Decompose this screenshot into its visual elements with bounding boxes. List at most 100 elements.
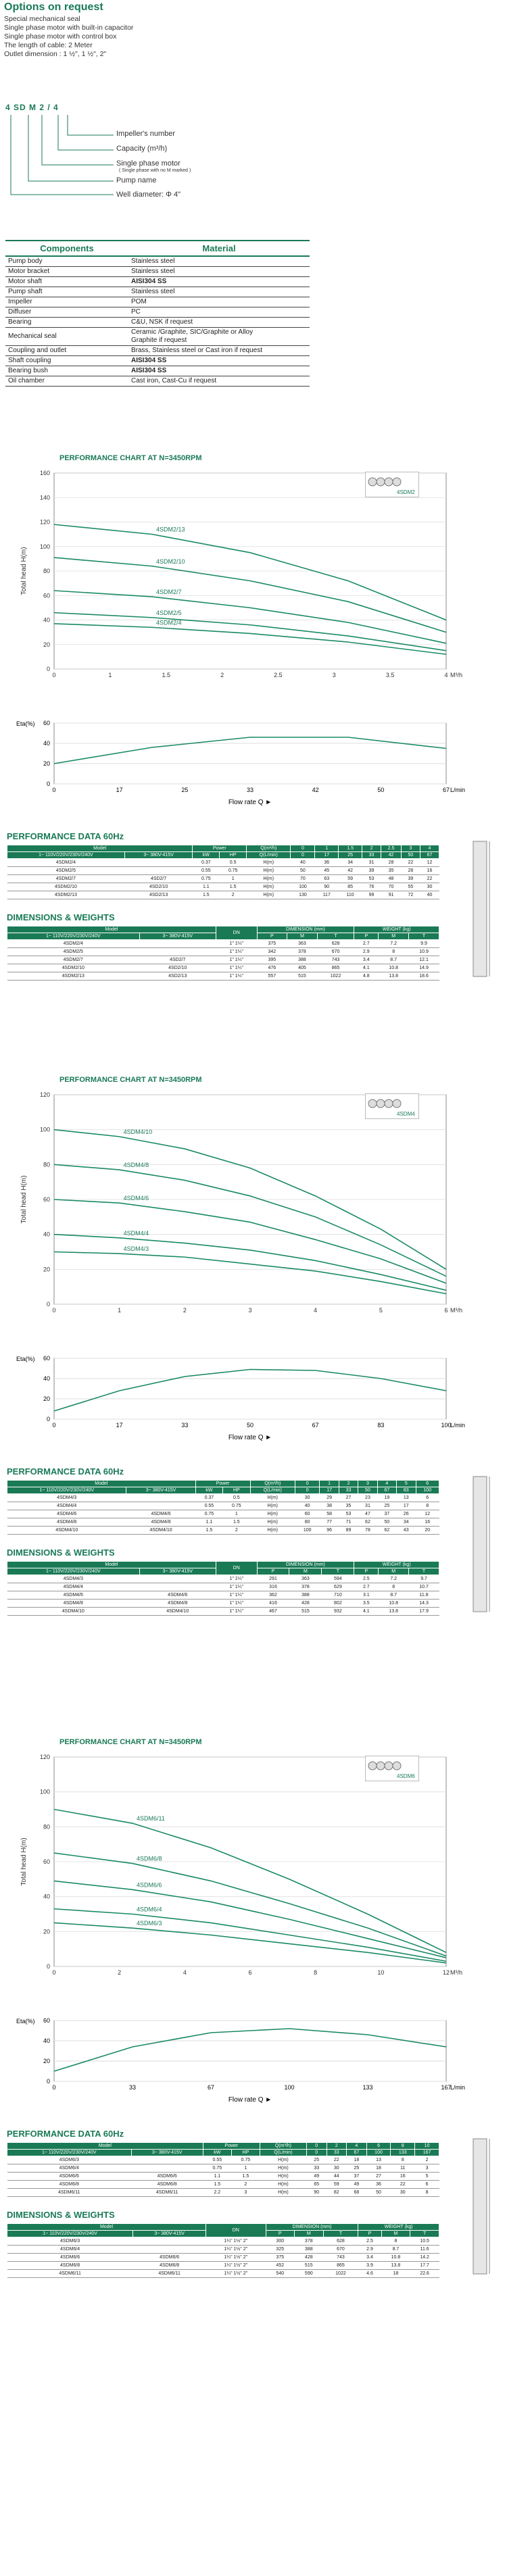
- plot-frame: [53, 1358, 447, 1420]
- q-value: 5: [396, 1480, 416, 1487]
- cell: 1¼" 1½" 2": [206, 2245, 266, 2254]
- series-line: [53, 612, 447, 651]
- material-value: Stainless steel: [128, 256, 310, 267]
- eta-label: Eta(%): [16, 1356, 35, 1362]
- cell: 0.75: [222, 1502, 251, 1510]
- cell: 0.5: [219, 858, 247, 867]
- x-tick-label: 67: [443, 787, 450, 793]
- cell: 4SDM2/4: [7, 939, 140, 948]
- cell: 40: [295, 1502, 320, 1510]
- materials-row: Impeller POM: [5, 297, 310, 307]
- x-tick-label: 2: [220, 672, 224, 678]
- series-label: 4SDM6/8: [137, 1856, 162, 1862]
- cell: 14.2: [410, 2253, 439, 2262]
- th-weight: WEIGHT (kg): [354, 1561, 439, 1568]
- performance-chart: 0 20 40 60 80 100 120 0 2 4 6 8 10 12 M³/h Total head H…: [20, 1754, 462, 1976]
- cell: 515: [294, 2261, 324, 2270]
- cell: 428: [289, 1599, 322, 1608]
- cell: 743: [317, 956, 354, 964]
- th-q: Q(m³/h): [249, 1480, 295, 1487]
- th-m: M: [287, 933, 318, 940]
- q-value: 8: [390, 2142, 416, 2150]
- cell: 1022: [317, 972, 354, 981]
- series-line: [53, 557, 447, 633]
- th-p: P: [358, 2230, 382, 2237]
- component-name: Oil chamber: [5, 376, 128, 387]
- q-value: 3: [358, 1480, 378, 1487]
- cell-unit: H(m): [250, 1502, 295, 1510]
- cell: 59: [338, 874, 362, 883]
- series-label: 4SDM4/10: [124, 1129, 153, 1135]
- cell: 1022: [323, 2269, 358, 2278]
- q-value: 2: [338, 1480, 359, 1487]
- cell: 13.8: [378, 1607, 409, 1616]
- cell: 53: [362, 874, 381, 883]
- cell: 4SDM4/8: [126, 1518, 196, 1527]
- cell: 22: [390, 2180, 415, 2189]
- materials-row: Shaft coupling AISI304 SS: [5, 355, 310, 366]
- cell: 4SDM2/4: [7, 858, 125, 867]
- th-ql: Q(L/min): [249, 1487, 295, 1494]
- th-m: M: [294, 2230, 324, 2237]
- series-label: 4SDM4/8: [124, 1162, 149, 1168]
- th-dn: DN: [215, 1561, 258, 1575]
- x-tick-label: 2.5: [274, 672, 283, 678]
- x-tick-label: 17: [116, 1422, 123, 1429]
- component-name: Mechanical seal: [5, 327, 128, 346]
- table-row: 4SDM4/8 4SDM4/8 1.1 1.5 H(m) 80 77 71 62 50 34 16: [7, 1518, 439, 1527]
- cell: 4SDM4/8: [7, 1599, 140, 1608]
- materials-row: Bearing bush AISI304 SS: [5, 366, 310, 376]
- cell: 2.9: [354, 947, 379, 956]
- cell: 325: [266, 2245, 295, 2254]
- series-label: 4SDM2/5: [156, 610, 182, 616]
- impeller-image: 4SDM2: [368, 477, 415, 495]
- cell: 4SDM4/10: [139, 1607, 216, 1616]
- cell: 4.1: [354, 964, 379, 972]
- x-unit: L/min: [450, 2084, 465, 2091]
- cell-unit: H(m): [260, 2188, 307, 2197]
- cell: 1" 1¼": [216, 947, 258, 956]
- y-tick-label: 60: [43, 720, 50, 726]
- q-lmin: 33: [362, 851, 382, 859]
- y-tick-label: 20: [43, 1395, 50, 1402]
- cell: 3.1: [354, 1591, 379, 1600]
- chart-title: PERFORMANCE CHART AT N=3450RPM: [59, 1076, 202, 1084]
- cell: 1.1: [203, 2172, 232, 2181]
- cell: 36: [314, 858, 339, 867]
- cell-unit: H(m): [246, 883, 291, 891]
- series-line: [53, 1199, 447, 1284]
- impeller-disc: [376, 1761, 385, 1770]
- option-item: Single phase motor with built-in capacit…: [4, 24, 134, 32]
- cell: 0.37: [192, 858, 220, 867]
- performance-chart: 0 20 40 60 80 100 120 140 160 0 1 1.5 2 2.5 3 3.5 4 M³/h T…: [20, 470, 462, 678]
- th-q: Q(m³/h): [259, 2142, 307, 2150]
- x-tick-label: 42: [312, 787, 319, 793]
- q-lmin: 67: [377, 1487, 397, 1494]
- cell: 743: [323, 2253, 358, 2262]
- y-tick-label: 0: [47, 781, 50, 787]
- cell: 4SDM4/10: [126, 1526, 196, 1535]
- y-tick-label: 80: [43, 1823, 50, 1830]
- cell: 4SDM6/8: [7, 2261, 133, 2270]
- table-row: 4SDM2/5 1" 1¼" 342 378 670 2.9 8 10.9: [7, 947, 439, 956]
- cell: 9.7: [408, 1575, 439, 1583]
- pump-body: [473, 841, 487, 977]
- impeller-disc: [368, 1761, 377, 1770]
- cell: 1¼" 1½" 2": [206, 2253, 266, 2262]
- q-lmin: 67: [419, 851, 440, 859]
- dim-title: DIMENSIONS & WEIGHTS: [7, 912, 115, 922]
- cell: 55: [401, 883, 420, 891]
- table-row: 4SDM6/6 4SDM6/6 1.1 1.5 H(m) 49 44 37 27 16 5: [7, 2172, 439, 2181]
- th-t: T: [408, 1568, 439, 1575]
- cell: 0.55: [192, 866, 220, 875]
- q-value: 2: [326, 2142, 347, 2150]
- cell: 47: [358, 1510, 378, 1518]
- cell: 10.8: [381, 2253, 410, 2262]
- q-value: 1: [319, 1480, 339, 1487]
- q-value: 0: [290, 845, 316, 852]
- impeller-disc: [368, 1099, 377, 1108]
- cell: 22: [327, 2156, 347, 2164]
- th-model: Model: [7, 2142, 203, 2150]
- cell: 1" 1¼": [216, 956, 258, 964]
- cell: 6: [416, 1493, 439, 1502]
